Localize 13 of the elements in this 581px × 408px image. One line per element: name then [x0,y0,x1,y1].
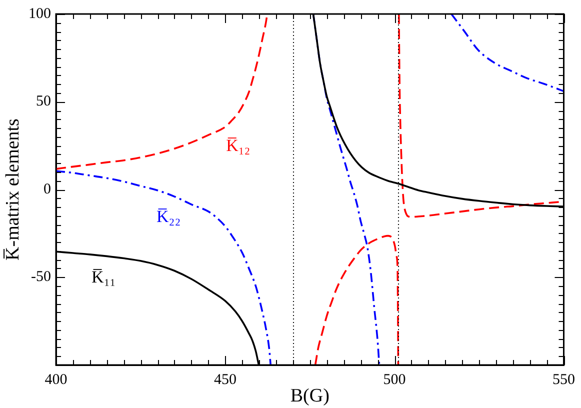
x-axis-title: B(G) [290,386,330,407]
y-tick-label: 50 [36,94,51,110]
x-tick-label: 500 [383,372,406,388]
x-tick-label: 400 [44,372,68,388]
series-label: K̅₂₂ [156,206,181,226]
y-tick-label: 100 [28,6,51,22]
y-tick-label: 0 [44,181,51,198]
x-tick-label: 450 [214,372,236,388]
series-label: K̅₁₂ [226,136,250,155]
series-label: K̅₁₁ [92,268,116,287]
y-axis-title: K̅-matrix elements [2,118,24,260]
y-tick-label: -50 [31,269,51,286]
x-tick-label: 550 [552,372,575,388]
